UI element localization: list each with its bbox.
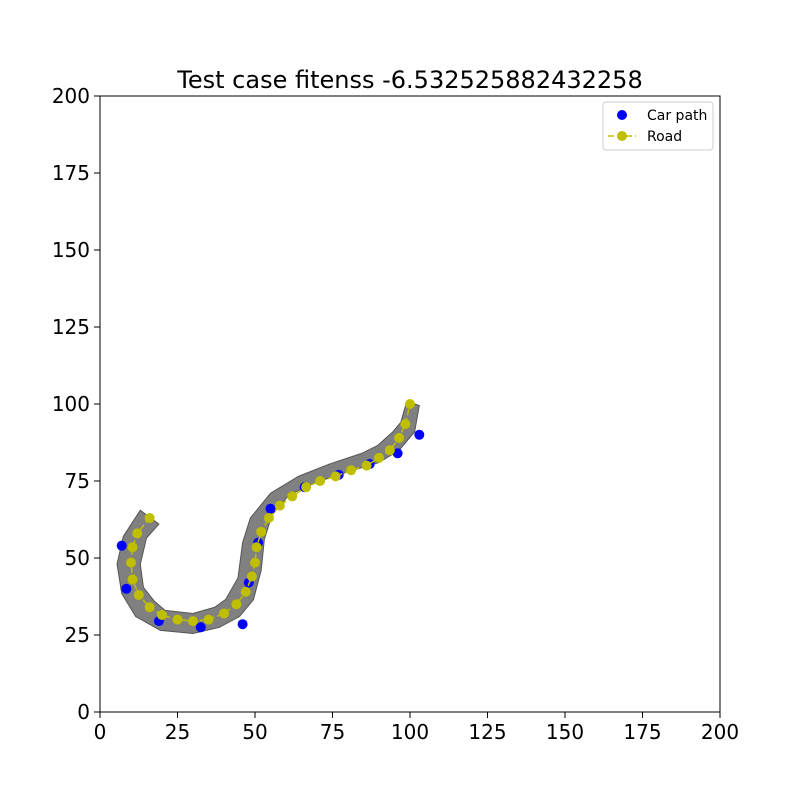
plot-area [116,399,425,634]
y-tick-label: 50 [65,546,90,570]
road-point [346,465,357,476]
y-tick-label: 200 [52,84,90,108]
y-tick-label: 175 [52,161,90,185]
road-point [144,602,155,613]
road-point [287,491,298,502]
car-path-point [265,503,276,514]
car-path-point [237,619,248,630]
road-point [315,476,326,486]
x-tick-label: 25 [165,720,190,744]
road-point [133,589,144,600]
legend-box [602,101,714,151]
x-tick-label: 175 [623,720,661,744]
road-point [301,482,312,493]
road-point [127,574,138,585]
road-point [231,599,242,610]
road-point [127,542,138,553]
x-axis: 0 25 50 75 100 125 150 175 200 [94,712,739,744]
y-tick-label: 100 [52,392,90,416]
road-point [361,460,372,471]
road-point [251,542,262,553]
x-tick-label: 50 [242,720,267,744]
road-point [219,608,229,619]
road-point [400,419,411,430]
chart-title: Test case fitenss -6.532525882432258 [176,66,642,94]
x-tick-label: 0 [94,720,107,744]
y-tick-label: 75 [65,469,90,493]
road-point [250,557,260,568]
road-point [172,614,183,625]
road-point [263,512,274,523]
x-tick-label: 200 [701,720,739,744]
car-path-point [116,540,127,551]
car-path-point [392,448,403,459]
y-tick-label: 125 [52,315,90,339]
car-path-point [121,583,132,594]
legend: Car path Road [602,101,714,151]
x-tick-label: 150 [546,720,584,744]
road-point [240,586,251,597]
road-point [374,452,384,463]
car-path-point [195,622,206,633]
road-point [405,399,415,409]
x-tick-label: 100 [391,720,429,744]
legend-road-marker [617,131,627,141]
road-point [246,571,257,582]
road-point [274,500,285,511]
road-point [144,512,155,523]
road-point [330,471,341,482]
legend-road-label: Road [647,129,682,145]
road-point [256,526,267,537]
legend-car-path-label: Car path [647,108,707,124]
road-point [132,528,143,539]
car-path-point [414,429,425,440]
road-point [157,609,167,620]
y-tick-label: 25 [65,623,90,647]
legend-car-path-marker [617,110,627,120]
road-point [384,445,395,456]
road-point [188,616,198,627]
x-tick-label: 125 [468,720,506,744]
road-point [126,557,136,568]
y-tick-label: 150 [52,238,90,262]
road-point [203,614,214,625]
x-tick-label: 75 [320,720,345,744]
y-axis: 0 25 50 75 100 125 150 175 200 [52,84,100,724]
y-tick-label: 0 [77,700,90,724]
road-point [394,432,405,443]
